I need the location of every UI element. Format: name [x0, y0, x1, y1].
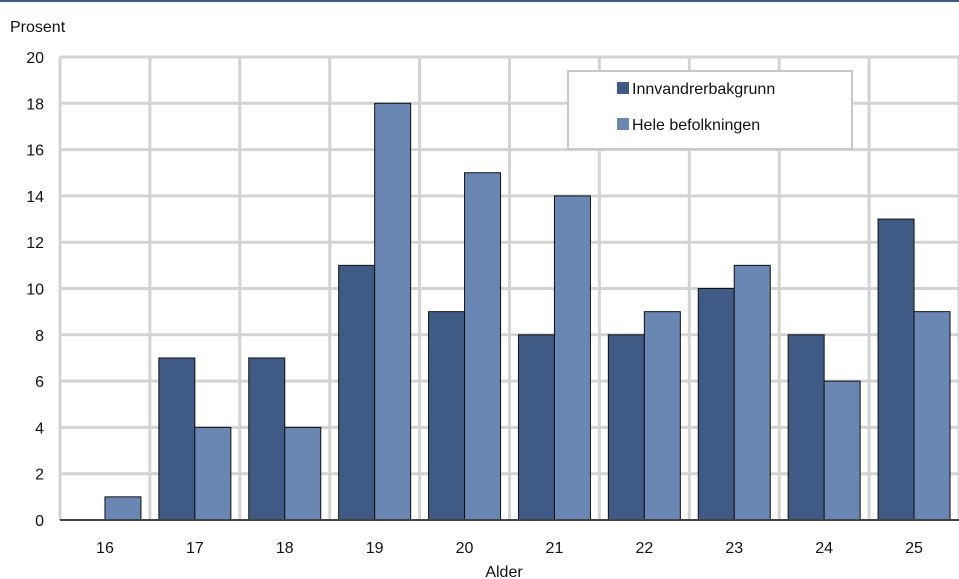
bar-innvandrerbakgrunn-23 [697, 288, 735, 521]
x-tick-label: 16 [96, 540, 114, 557]
legend: Innvandrerbakgrunn Hele befolkningen [567, 70, 853, 150]
x-tick-label: 23 [725, 540, 743, 557]
legend-swatch-hele-befolkningen [617, 118, 629, 130]
bar-innvandrerbakgrunn-20 [428, 311, 466, 521]
bar-hele-befolkningen-23 [733, 264, 771, 521]
x-tick-label: 22 [635, 540, 653, 557]
x-tick-label: 24 [815, 540, 833, 557]
bar-hele-befolkningen-20 [464, 172, 502, 521]
bars-layer [104, 102, 951, 521]
y-tick-label: 14 [26, 189, 44, 206]
bar-innvandrerbakgrunn-17 [158, 357, 196, 521]
x-tick-label: 17 [186, 540, 204, 557]
bar-hele-befolkningen-19 [374, 102, 412, 521]
bar-innvandrerbakgrunn-19 [338, 264, 376, 521]
y-tick-label: 6 [35, 374, 44, 391]
bar-hele-befolkningen-18 [284, 426, 322, 521]
top-rule [0, 0, 959, 2]
bar-hele-befolkningen-17 [194, 426, 232, 521]
x-tick-label: 20 [456, 540, 474, 557]
legend-label-innvandrerbakgrunn: Innvandrerbakgrunn [632, 81, 775, 98]
y-tick-label: 4 [35, 420, 44, 437]
bar-hele-befolkningen-25 [913, 311, 951, 521]
bar-hele-befolkningen-24 [823, 380, 861, 521]
bar-innvandrerbakgrunn-21 [517, 334, 555, 521]
bar-innvandrerbakgrunn-18 [248, 357, 286, 521]
y-tick-label: 12 [26, 235, 44, 252]
x-tick-label: 21 [546, 540, 564, 557]
y-tick-label: 20 [26, 50, 44, 67]
x-axis-title: Alder [485, 564, 523, 579]
legend-swatch-innvandrerbakgrunn [617, 82, 629, 94]
legend-box [567, 70, 853, 150]
y-tick-label: 18 [26, 96, 44, 113]
bar-hele-befolkningen-22 [643, 311, 681, 521]
y-axis-title: Prosent [10, 19, 66, 36]
legend-label-hele-befolkningen: Hele befolkningen [632, 117, 760, 134]
y-tick-label: 10 [26, 282, 44, 299]
y-tick-label: 2 [35, 467, 44, 484]
y-tick-label: 0 [35, 513, 44, 530]
bar-innvandrerbakgrunn-22 [607, 334, 645, 521]
bar-hele-befolkningen-16 [104, 496, 142, 521]
bar-innvandrerbakgrunn-24 [787, 334, 825, 521]
y-tick-label: 8 [35, 328, 44, 345]
x-tick-label: 25 [905, 540, 923, 557]
bar-innvandrerbakgrunn-25 [877, 218, 915, 521]
x-tick-label: 18 [276, 540, 294, 557]
y-tick-label: 16 [26, 143, 44, 160]
bar-hele-befolkningen-21 [553, 195, 591, 521]
x-tick-label: 19 [366, 540, 384, 557]
